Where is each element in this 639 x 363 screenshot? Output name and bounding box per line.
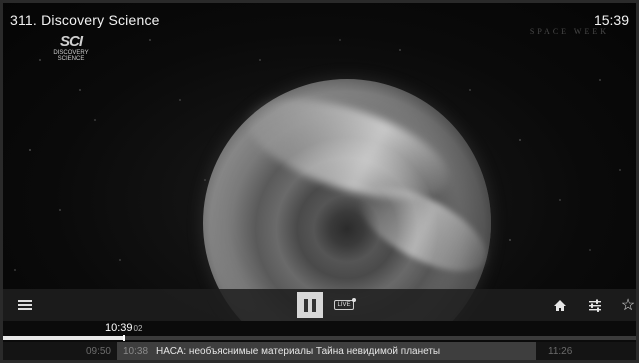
sliders-icon bbox=[589, 299, 601, 312]
next-program[interactable]: 11:26 bbox=[536, 342, 636, 361]
current-time: 10:3902 bbox=[105, 322, 142, 334]
favorite-button[interactable]: ☆ bbox=[617, 289, 639, 321]
previous-program[interactable]: 09:50 bbox=[3, 342, 117, 361]
home-button[interactable] bbox=[549, 289, 571, 321]
live-button[interactable]: LIVE bbox=[333, 289, 356, 321]
star-icon: ☆ bbox=[620, 297, 636, 314]
logo-line1: DISCOVERY bbox=[53, 50, 89, 56]
current-program[interactable]: 10:38 НАСА: необъяснимые материалы Тайна… bbox=[117, 342, 536, 361]
logo-brand: SCI bbox=[59, 33, 83, 50]
logo-line2: SCIENCE bbox=[57, 56, 85, 62]
live-icon: LIVE bbox=[334, 298, 356, 310]
menu-button[interactable] bbox=[15, 289, 35, 321]
progress-knob[interactable] bbox=[123, 335, 126, 341]
channel-logo: SCI DISCOVERY SCIENCE bbox=[53, 33, 89, 70]
current-time-seconds: 02 bbox=[133, 324, 143, 333]
player-controls-bar: LIVE ☆ bbox=[3, 289, 636, 321]
program-watermark: SPACE WEEK bbox=[529, 27, 609, 36]
settings-button[interactable] bbox=[584, 289, 606, 321]
previous-program-time: 09:50 bbox=[85, 346, 111, 357]
timeline: 10:3902 09:50 10:38 НАСА: необъяснимые м… bbox=[0, 321, 639, 363]
pause-icon bbox=[297, 292, 323, 318]
progress-fill bbox=[3, 336, 124, 340]
hamburger-menu-icon bbox=[18, 298, 32, 312]
clock: 15:39 bbox=[593, 12, 629, 28]
current-program-time: 10:38 bbox=[123, 346, 149, 357]
pause-button[interactable] bbox=[296, 289, 324, 321]
live-label: LIVE bbox=[337, 302, 351, 308]
current-time-hm: 10:39 bbox=[105, 322, 133, 334]
current-program-title: НАСА: необъяснимые материалы Тайна невид… bbox=[156, 346, 441, 357]
program-guide-strip: 09:50 10:38 НАСА: необъяснимые материалы… bbox=[3, 342, 636, 361]
channel-title: 311. Discovery Science bbox=[10, 12, 160, 28]
progress-bar[interactable] bbox=[3, 335, 636, 341]
next-program-time: 11:26 bbox=[548, 346, 573, 357]
home-icon bbox=[554, 299, 566, 311]
